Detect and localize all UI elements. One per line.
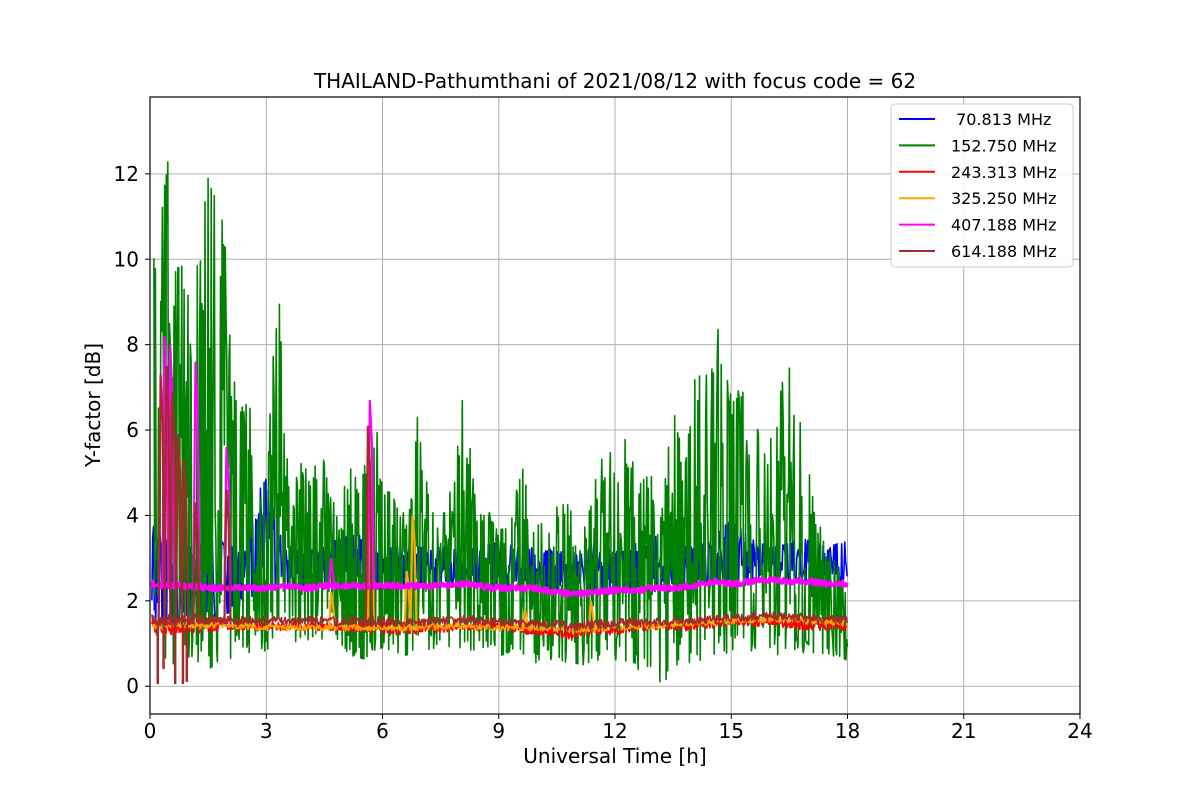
series-5 xyxy=(151,365,848,685)
legend-entry: 70.813 MHz xyxy=(951,110,1051,129)
legend-box xyxy=(890,103,1074,268)
legend-entry: 325.250 MHz xyxy=(951,189,1056,208)
series-line-152-750-mhz xyxy=(153,161,849,683)
x-tick-label: 18 xyxy=(835,719,860,743)
x-tick-label: 9 xyxy=(492,719,505,743)
spike-point xyxy=(180,459,190,625)
legend-entry: 407.188 MHz xyxy=(951,216,1056,235)
y-tick-label: 0 xyxy=(126,674,139,698)
spike-point xyxy=(223,489,232,625)
x-tick-label: 6 xyxy=(376,719,389,743)
series-line-407-188-mhz xyxy=(150,575,849,599)
legend-entry: 614.188 MHz xyxy=(951,242,1056,261)
spike-point xyxy=(192,361,201,590)
spike-point xyxy=(327,558,337,590)
spike-point xyxy=(174,434,184,625)
series-line-614-188-mhz xyxy=(151,611,848,632)
x-tick-label: 12 xyxy=(602,719,627,743)
legend-entry: 243.313 MHz xyxy=(951,163,1056,182)
spike-point xyxy=(157,374,166,626)
x-tick-label: 21 xyxy=(951,719,976,743)
y-tick-label: 8 xyxy=(126,333,139,357)
y-tick-label: 12 xyxy=(114,162,139,186)
x-tick-label: 3 xyxy=(260,719,273,743)
spike-point xyxy=(366,400,376,589)
legend: 70.813 MHz 152.750 MHz 243.313 MHz 325.250 … xyxy=(890,103,1074,268)
spike-point xyxy=(364,425,374,627)
y-axis-label: Y-factor [dB] xyxy=(81,343,105,468)
spike-point xyxy=(163,365,172,626)
chart-title: THAILAND-Pathumthani of 2021/08/12 with … xyxy=(313,69,916,93)
spike-point xyxy=(192,502,201,625)
series-1 xyxy=(153,161,849,683)
x-tick-label: 0 xyxy=(144,719,157,743)
x-axis-label: Universal Time [h] xyxy=(523,744,706,768)
series-line-325-250-mhz xyxy=(151,615,848,634)
y-tick-label: 6 xyxy=(126,418,139,442)
y-tick-label: 4 xyxy=(126,503,139,527)
y-tick-label: 2 xyxy=(126,589,139,613)
y-tick-label: 10 xyxy=(114,247,139,271)
legend-entry: 152.750 MHz xyxy=(951,136,1056,155)
spike-point xyxy=(169,391,178,626)
x-tick-label: 24 xyxy=(1067,719,1092,743)
x-tick-label: 15 xyxy=(719,719,744,743)
spike-point xyxy=(403,570,412,631)
